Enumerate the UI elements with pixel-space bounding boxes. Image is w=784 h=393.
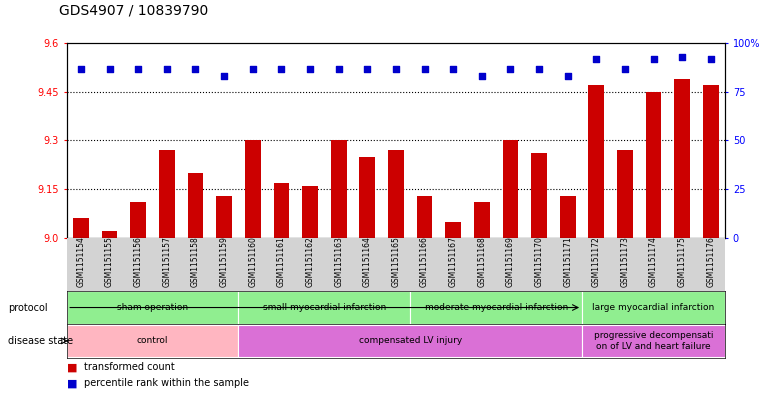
Bar [503,141,518,238]
Text: sham operation: sham operation [117,303,188,312]
Point [705,56,717,62]
Point [419,65,431,72]
Bar [589,85,604,238]
Bar [646,92,662,238]
Point [332,65,345,72]
Bar [445,222,461,238]
Bar [617,150,633,238]
Point [533,65,546,72]
Text: disease state: disease state [8,336,73,346]
Bar [238,325,582,357]
Bar [410,292,582,323]
Text: GDS4907 / 10839790: GDS4907 / 10839790 [59,4,208,18]
Text: progressive decompensati
on of LV and heart failure: progressive decompensati on of LV and he… [593,331,713,351]
Bar [703,85,719,238]
Text: small myocardial infarction: small myocardial infarction [263,303,386,312]
Text: compensated LV injury: compensated LV injury [358,336,462,345]
Text: ■: ■ [67,362,81,373]
Point [189,65,201,72]
Point [132,65,144,72]
Point [648,56,660,62]
Bar [532,154,547,238]
Bar [216,196,232,238]
Point [103,65,116,72]
Point [561,73,574,79]
Bar [130,202,146,238]
Text: large myocardial infarction: large myocardial infarction [593,303,715,312]
Bar [560,196,575,238]
Bar [331,141,347,238]
Point [676,54,688,60]
Bar [416,196,433,238]
Point [361,65,373,72]
Point [590,56,603,62]
Point [246,65,259,72]
Point [161,65,173,72]
Bar [245,141,260,238]
Point [218,73,230,79]
Point [74,65,87,72]
Bar [359,157,376,238]
Bar [67,292,238,323]
Point [275,65,288,72]
Text: protocol: protocol [8,303,48,312]
Bar [474,202,490,238]
Text: moderate myocardial infarction: moderate myocardial infarction [424,303,568,312]
Bar [159,150,175,238]
Bar [274,183,289,238]
Point [390,65,402,72]
Point [619,65,631,72]
Text: ■: ■ [67,378,81,388]
Bar [674,79,690,238]
Bar [582,292,725,323]
Bar [302,186,318,238]
Bar [67,325,238,357]
Point [303,65,316,72]
Text: control: control [136,336,169,345]
Text: percentile rank within the sample: percentile rank within the sample [84,378,249,388]
Point [476,73,488,79]
Point [504,65,517,72]
Text: transformed count: transformed count [84,362,175,373]
Bar [238,292,410,323]
Bar [73,219,89,238]
Bar [582,325,725,357]
Bar [187,173,203,238]
Point [447,65,459,72]
Bar [102,231,118,238]
Bar [388,150,404,238]
